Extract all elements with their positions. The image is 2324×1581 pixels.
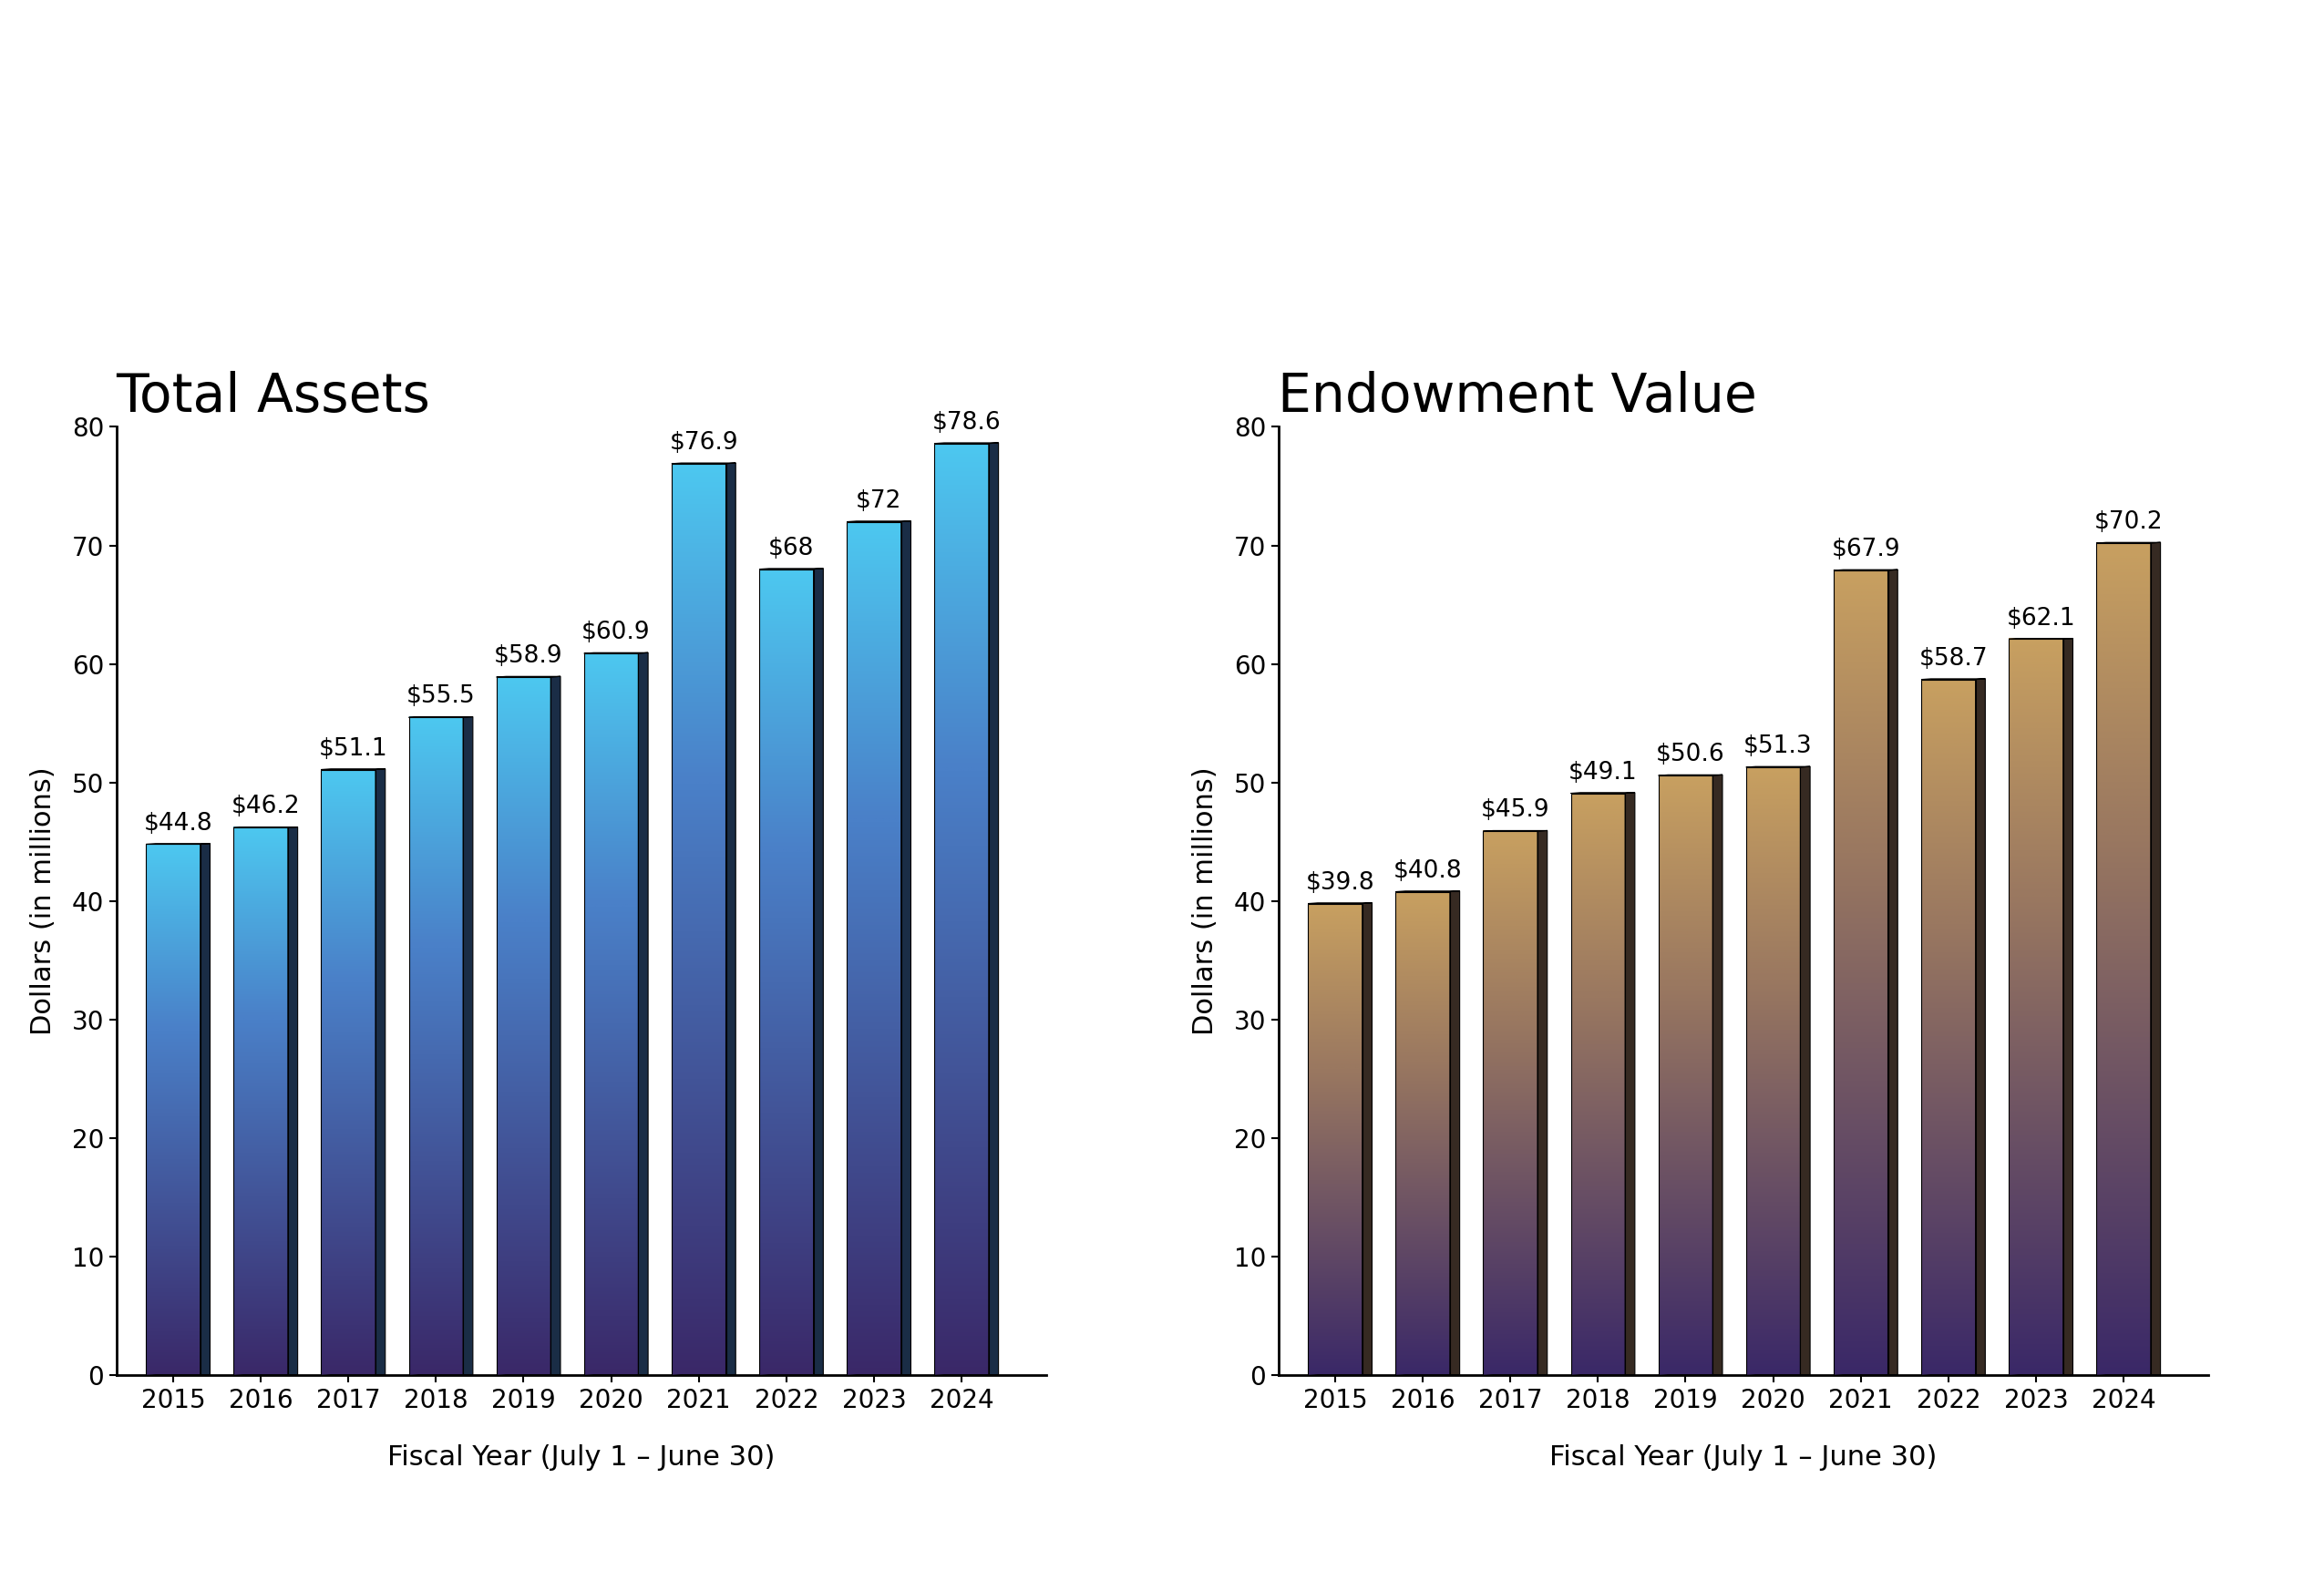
Polygon shape [1624, 792, 1634, 1375]
Text: $49.1: $49.1 [1569, 760, 1638, 784]
Bar [1745, 767, 1801, 1375]
Polygon shape [1713, 775, 1722, 1375]
Polygon shape [639, 653, 648, 1375]
Polygon shape [902, 522, 911, 1375]
Text: $62.1: $62.1 [2006, 607, 2075, 631]
Text: $72: $72 [855, 489, 902, 512]
Polygon shape [551, 677, 560, 1375]
Text: $60.9: $60.9 [581, 621, 651, 645]
Text: $78.6: $78.6 [932, 411, 1002, 435]
Polygon shape [1887, 569, 1899, 1375]
Bar [146, 844, 200, 1375]
Text: $45.9: $45.9 [1480, 798, 1550, 822]
Bar [2008, 639, 2064, 1375]
Polygon shape [376, 768, 386, 1375]
Bar [321, 770, 376, 1375]
Text: $76.9: $76.9 [669, 432, 739, 455]
Text: $51.3: $51.3 [1743, 735, 1813, 759]
Text: $46.2: $46.2 [230, 795, 300, 819]
Text: $39.8: $39.8 [1306, 871, 1373, 895]
Bar [1659, 775, 1713, 1375]
Polygon shape [1362, 903, 1371, 1375]
Polygon shape [725, 463, 737, 1375]
Bar [934, 443, 988, 1375]
Y-axis label: Dollars (in millions): Dollars (in millions) [30, 767, 56, 1036]
Text: $44.8: $44.8 [144, 811, 211, 835]
Text: $40.8: $40.8 [1392, 858, 1462, 882]
Polygon shape [462, 716, 472, 1375]
Text: $58.9: $58.9 [495, 645, 562, 669]
Text: Endowment Value: Endowment Value [1278, 370, 1757, 422]
Bar [1922, 680, 1975, 1375]
Polygon shape [288, 827, 297, 1375]
Polygon shape [200, 844, 209, 1375]
Bar [1308, 904, 1362, 1375]
Polygon shape [2150, 542, 2161, 1375]
Bar [409, 718, 462, 1375]
Text: $70.2: $70.2 [2094, 511, 2164, 534]
Text: $67.9: $67.9 [1831, 538, 1901, 561]
Text: $68: $68 [769, 536, 813, 560]
Bar [235, 828, 288, 1375]
Polygon shape [1538, 830, 1548, 1375]
Text: $55.5: $55.5 [407, 685, 476, 708]
Text: $50.6: $50.6 [1657, 743, 1724, 767]
Bar [846, 522, 902, 1375]
Polygon shape [1975, 678, 1985, 1375]
Text: $51.1: $51.1 [318, 737, 388, 760]
Polygon shape [2064, 639, 2073, 1375]
Bar [1397, 892, 1450, 1375]
Y-axis label: Dollars (in millions): Dollars (in millions) [1192, 767, 1218, 1036]
Bar [1571, 794, 1624, 1375]
X-axis label: Fiscal Year (July 1 – June 30): Fiscal Year (July 1 – June 30) [388, 1445, 774, 1470]
Text: $58.7: $58.7 [1920, 647, 1987, 670]
Polygon shape [1450, 892, 1459, 1375]
Polygon shape [988, 443, 999, 1375]
Bar [497, 677, 551, 1375]
Bar [2096, 544, 2150, 1375]
Bar [583, 653, 639, 1375]
X-axis label: Fiscal Year (July 1 – June 30): Fiscal Year (July 1 – June 30) [1550, 1445, 1936, 1470]
Polygon shape [813, 569, 823, 1375]
Bar [1483, 832, 1538, 1375]
Polygon shape [1801, 767, 1810, 1375]
Text: Total Assets: Total Assets [116, 370, 430, 422]
Bar [1834, 571, 1887, 1375]
Bar [760, 569, 813, 1375]
Bar [672, 463, 725, 1375]
